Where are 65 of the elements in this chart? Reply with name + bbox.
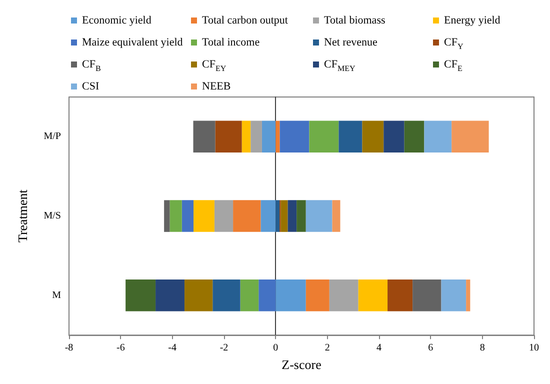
bar [276, 280, 306, 312]
x-tick-label: 6 [428, 342, 434, 354]
legend-label: Maize equivalent yield [82, 36, 184, 48]
x-tick-label: -6 [116, 342, 125, 354]
bar [215, 120, 242, 153]
bar [452, 120, 489, 153]
bar [288, 200, 297, 232]
bar [250, 120, 262, 153]
bar [260, 200, 276, 232]
x-axis-title: Z-score [282, 357, 322, 372]
bar [126, 280, 156, 312]
bar [332, 200, 340, 232]
bar [170, 200, 182, 232]
x-tick-label: 8 [480, 342, 485, 354]
legend-label: NEEB [202, 80, 231, 92]
bar [182, 200, 194, 232]
bar [338, 120, 362, 153]
legend-label: CSI [82, 80, 100, 92]
bar [276, 120, 280, 153]
x-tick-label: -2 [220, 342, 228, 354]
bar [276, 200, 280, 232]
bar [384, 120, 404, 153]
bar [424, 120, 452, 153]
bar [258, 280, 276, 312]
x-tick-label: 10 [529, 342, 539, 354]
bar [212, 280, 240, 312]
x-tick-label: 0 [273, 342, 278, 354]
x-tick-label: 2 [324, 342, 330, 354]
bar [184, 280, 213, 312]
y-tick-label: M/S [44, 210, 61, 222]
bar [194, 200, 214, 232]
legend-label: Economic yield [82, 14, 152, 26]
bar [329, 280, 358, 312]
bar [309, 120, 339, 153]
bar [280, 120, 310, 153]
bar [358, 280, 388, 312]
bar [466, 280, 470, 312]
bar [193, 120, 216, 153]
x-tick-label: -8 [64, 342, 74, 354]
bar [441, 280, 466, 312]
bar [164, 200, 170, 232]
legend-label: Total carbon output [202, 14, 288, 26]
bar [214, 200, 234, 232]
bar [404, 120, 424, 153]
bar [242, 120, 251, 153]
bar [156, 280, 184, 312]
bar [240, 280, 259, 312]
legend-label: Total biomass [324, 14, 386, 26]
bar [306, 280, 330, 312]
bar [306, 200, 332, 232]
y-axis-title: Treatment [15, 189, 30, 243]
bar [412, 280, 442, 312]
bar [280, 200, 288, 232]
x-tick-label: 4 [376, 342, 382, 354]
y-tick-label: M/P [44, 131, 62, 142]
x-tick-label: -4 [168, 342, 177, 354]
bar [262, 120, 276, 153]
bar [296, 200, 306, 232]
bar [362, 120, 384, 153]
bar [233, 200, 261, 232]
legend-label: Total income [202, 36, 260, 48]
bar [388, 280, 413, 312]
legend-label: Net revenue [324, 36, 378, 48]
y-tick-label: M [52, 290, 62, 301]
legend-label: Energy yield [444, 14, 501, 26]
